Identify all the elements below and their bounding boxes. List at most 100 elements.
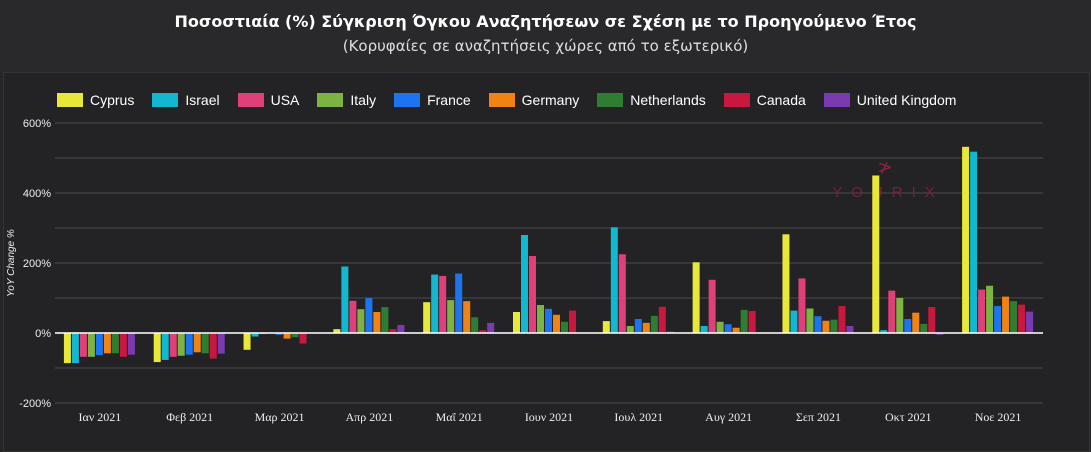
- legend-swatch: [237, 93, 264, 107]
- y-tick-label: 600%: [23, 118, 51, 130]
- bar-netherlands: [201, 333, 209, 354]
- bar-france: [545, 308, 552, 333]
- bar-germany: [553, 314, 560, 333]
- bar-germany: [103, 333, 111, 354]
- legend-swatch: [597, 93, 624, 107]
- bar-cyprus: [962, 146, 970, 333]
- legend-swatch: [57, 93, 83, 107]
- bar-israel: [880, 330, 888, 333]
- bar-canada: [748, 310, 756, 333]
- bar-cyprus: [692, 262, 700, 333]
- y-tick-label: 200%: [23, 258, 51, 270]
- bar-united-kingdom: [846, 326, 854, 333]
- chart-subtitle: (Κορυφαίες σε αναζητήσεις χώρες από το ε…: [342, 37, 749, 55]
- bar-usa: [529, 256, 536, 333]
- bar-canada: [569, 310, 576, 333]
- x-tick-label: Απρ 2021: [346, 410, 394, 424]
- x-tick-label: Ιουν 2021: [525, 410, 573, 424]
- legend-item[interactable]: Canada: [723, 92, 806, 108]
- y-tick-label: 400%: [23, 188, 51, 200]
- bar-israel: [790, 310, 798, 333]
- legend-label: Israel: [185, 92, 220, 108]
- bar-germany: [283, 333, 291, 339]
- bar-netherlands: [920, 323, 928, 333]
- bar-netherlands: [471, 317, 479, 333]
- bar-usa: [169, 333, 177, 357]
- bar-italy: [626, 326, 634, 333]
- bar-usa: [708, 279, 716, 333]
- legend-item[interactable]: Netherlands: [597, 92, 706, 108]
- legend-label: Canada: [756, 92, 806, 108]
- bar-netherlands: [111, 333, 119, 354]
- bar-france: [185, 333, 193, 355]
- legend-item[interactable]: France: [394, 92, 471, 108]
- legend-swatch: [394, 93, 421, 107]
- bar-usa: [349, 300, 357, 333]
- bar-cyprus: [602, 321, 610, 333]
- bar-cyprus: [423, 302, 431, 333]
- bar-israel: [970, 151, 978, 333]
- y-tick-label: 0%: [35, 328, 51, 340]
- legend-item[interactable]: Germany: [488, 92, 580, 108]
- y-axis-label: YoY Change %: [6, 229, 17, 297]
- bar-israel: [610, 227, 618, 333]
- bar-canada: [658, 306, 666, 333]
- x-tick-label: Αυγ 2021: [705, 410, 752, 424]
- legend-swatch: [152, 93, 179, 107]
- bar-germany: [193, 333, 201, 353]
- bar-italy: [986, 285, 994, 333]
- bar-germany: [642, 322, 650, 333]
- bar-israel: [251, 333, 259, 337]
- bar-cyprus: [513, 312, 520, 333]
- x-tick-label: Φεβ 2021: [166, 410, 213, 424]
- bar-italy: [357, 309, 365, 333]
- bar-netherlands: [740, 309, 748, 333]
- legend-swatch: [488, 93, 515, 107]
- bar-usa: [439, 275, 447, 333]
- bar-netherlands: [1010, 301, 1018, 333]
- bar-cyprus: [333, 329, 341, 333]
- bar-canada: [299, 333, 307, 344]
- bar-cyprus: [872, 175, 880, 333]
- bar-united-kingdom: [936, 333, 944, 335]
- bar-netherlands: [381, 307, 389, 333]
- legend: Cyprus Israel USA Italy France Germany Netherl…: [57, 92, 974, 108]
- legend-item[interactable]: USA: [237, 92, 300, 108]
- legend-item[interactable]: Italy: [317, 92, 376, 108]
- x-tick-label: Ιαν 2021: [79, 410, 122, 424]
- legend-item[interactable]: United Kingdom: [823, 92, 956, 108]
- bar-france: [904, 319, 912, 333]
- bar-united-kingdom: [217, 333, 225, 354]
- bar-cyprus: [782, 234, 790, 333]
- bar-usa: [79, 333, 87, 357]
- x-tick-label: Οκτ 2021: [885, 410, 932, 424]
- legend-swatch: [317, 93, 344, 107]
- bar-italy: [87, 333, 95, 357]
- legend-label: USA: [270, 92, 300, 108]
- x-tick-label: Νοε 2021: [975, 410, 1022, 424]
- legend-item[interactable]: Cyprus: [57, 92, 134, 108]
- x-tick-label: Μαρ 2021: [255, 410, 305, 424]
- bar-canada: [838, 306, 846, 333]
- legend-label: Cyprus: [90, 92, 135, 108]
- bar-italy: [447, 300, 455, 333]
- bar-usa: [978, 289, 986, 333]
- bar-usa: [618, 254, 626, 333]
- bar-united-kingdom: [487, 322, 495, 333]
- watermark-logo-icon: ≯: [877, 157, 892, 178]
- bar-canada: [119, 333, 127, 357]
- legend-label: Germany: [521, 92, 580, 108]
- bar-canada: [479, 330, 487, 333]
- bar-usa: [888, 290, 896, 333]
- bar-israel: [161, 333, 169, 360]
- bar-italy: [806, 308, 814, 333]
- legend-item[interactable]: Israel: [152, 92, 220, 108]
- x-tick-label: Μαΐ 2021: [436, 410, 483, 424]
- bar-israel: [700, 326, 708, 333]
- chart-panel: [3, 72, 1090, 452]
- x-tick-label: Σεπ 2021: [796, 410, 841, 424]
- bar-israel: [521, 235, 528, 333]
- bar-france: [95, 333, 103, 356]
- bar-germany: [822, 320, 830, 333]
